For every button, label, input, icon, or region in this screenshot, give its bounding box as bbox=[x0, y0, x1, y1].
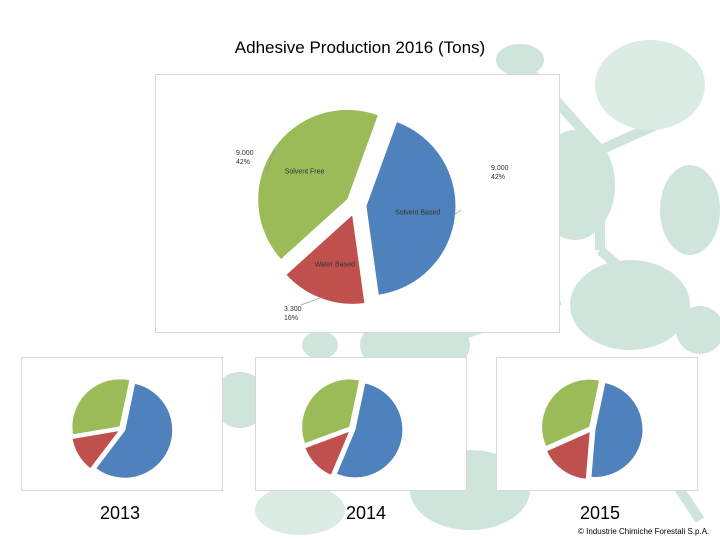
percent-label-solvent-based: 42% bbox=[491, 174, 505, 181]
year-label-2013: 2013 bbox=[100, 503, 141, 523]
pie-panel-2015 bbox=[497, 358, 697, 490]
copyright-text: © Industrie Chimiche Forestali S.p.A. bbox=[578, 527, 710, 536]
pie-slice-solvent-based-2015 bbox=[590, 381, 644, 478]
main-pie-chart: Solvent Based Water Based Solvent Free 9.00… bbox=[236, 108, 509, 322]
slice-label-water-based: Water Based bbox=[315, 261, 355, 268]
leader-line-solvent-based bbox=[453, 209, 462, 216]
pie-slice-solvent-free-main bbox=[257, 108, 380, 261]
pie-chart-2013 bbox=[71, 378, 174, 479]
pie-chart-2015 bbox=[541, 378, 644, 480]
percent-label-solvent-free: 42% bbox=[236, 159, 250, 166]
pie-slice-solvent-free-2015 bbox=[541, 378, 601, 448]
value-label-solvent-free: 9.000 bbox=[236, 150, 254, 157]
pie-slice-water-based-2014 bbox=[304, 430, 351, 476]
pie-slice-water-based-2015 bbox=[545, 430, 591, 480]
percent-label-water-based: 16% bbox=[284, 315, 298, 322]
pie-panel-2013 bbox=[22, 358, 222, 490]
leader-line-solvent-free bbox=[265, 150, 276, 173]
chart-title: Adhesive Production 2016 (Tons) bbox=[234, 38, 486, 57]
slice-label-solvent-based: Solvent Based bbox=[395, 210, 440, 217]
slice-label-solvent-free: Solvent Free bbox=[285, 168, 325, 175]
pie-slice-solvent-free-2014 bbox=[301, 378, 361, 445]
pie-slice-water-based-main bbox=[285, 213, 366, 305]
leader-line-water-based bbox=[300, 296, 323, 306]
pie-slice-solvent-based-main bbox=[365, 120, 457, 296]
main-pie-panel: Solvent Based Water Based Solvent Free 9.00… bbox=[156, 75, 559, 332]
pie-panel-2014 bbox=[256, 358, 466, 490]
pie-chart-2014 bbox=[301, 378, 404, 479]
pie-slice-solvent-based-2014 bbox=[335, 382, 404, 479]
pie-slice-solvent-free-2013 bbox=[71, 378, 131, 436]
pie-slice-water-based-2013 bbox=[71, 429, 121, 470]
value-label-solvent-based: 9.000 bbox=[491, 165, 509, 172]
year-label-2014: 2014 bbox=[346, 503, 387, 523]
value-label-water-based: 3.300 bbox=[284, 306, 302, 313]
year-label-2015: 2015 bbox=[580, 503, 621, 523]
pie-slice-solvent-based-2013 bbox=[95, 382, 174, 479]
